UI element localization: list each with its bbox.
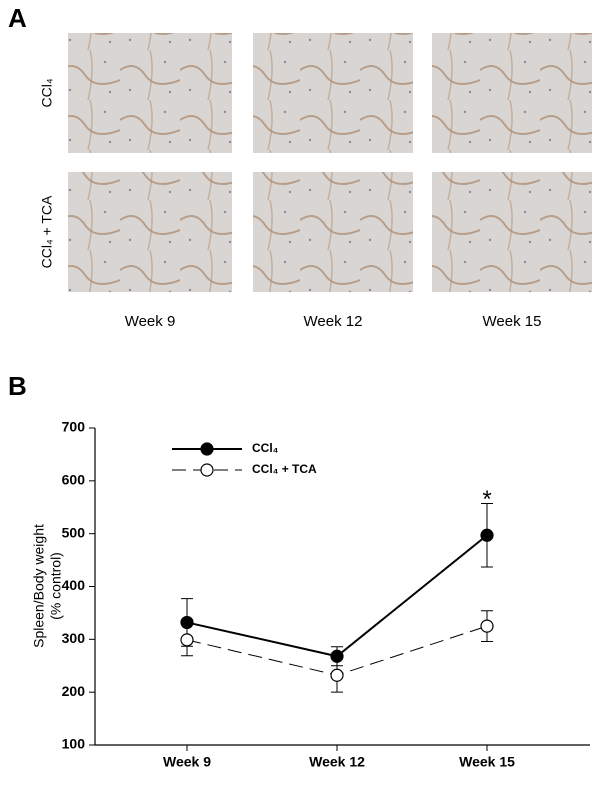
panel-label: A — [8, 3, 27, 33]
y-tick-label: 200 — [62, 683, 86, 699]
x-tick-label: Week 12 — [309, 754, 365, 770]
y-tick-label: 100 — [62, 736, 86, 752]
y-tick-label: 600 — [62, 472, 86, 488]
micrograph — [432, 33, 592, 153]
y-axis-label: (% control) — [48, 552, 64, 620]
data-point — [180, 633, 194, 647]
micrograph — [253, 172, 413, 292]
column-label: Week 15 — [483, 313, 542, 330]
micrograph — [432, 172, 592, 292]
annotation: * — [482, 486, 491, 513]
legend-label: CCl₄ — [252, 441, 279, 455]
legend-marker — [200, 463, 214, 477]
micrographs — [68, 33, 592, 292]
data-point — [330, 668, 344, 682]
micrograph — [68, 172, 232, 292]
x-tick-label: Week 15 — [459, 754, 515, 770]
data-point — [480, 619, 494, 633]
y-tick-label: 700 — [62, 419, 86, 435]
column-label: Week 9 — [125, 313, 176, 330]
row-label: CCl₄ — [39, 78, 55, 107]
column-label: Week 12 — [304, 313, 363, 330]
micrograph — [253, 33, 413, 153]
micrograph — [68, 33, 232, 153]
panel-label: B — [8, 371, 27, 401]
y-tick-label: 300 — [62, 630, 86, 646]
y-tick-label: 500 — [62, 524, 86, 540]
row-label: CCl₄ + TCA — [39, 195, 55, 268]
data-point — [480, 528, 494, 542]
legend-label: CCl₄ + TCA — [252, 462, 317, 476]
series-line — [186, 534, 488, 658]
y-tick-label: 400 — [62, 577, 86, 593]
x-tick-label: Week 9 — [163, 754, 211, 770]
legend-marker — [200, 442, 214, 456]
y-axis-label: Spleen/Body weight — [31, 524, 47, 648]
